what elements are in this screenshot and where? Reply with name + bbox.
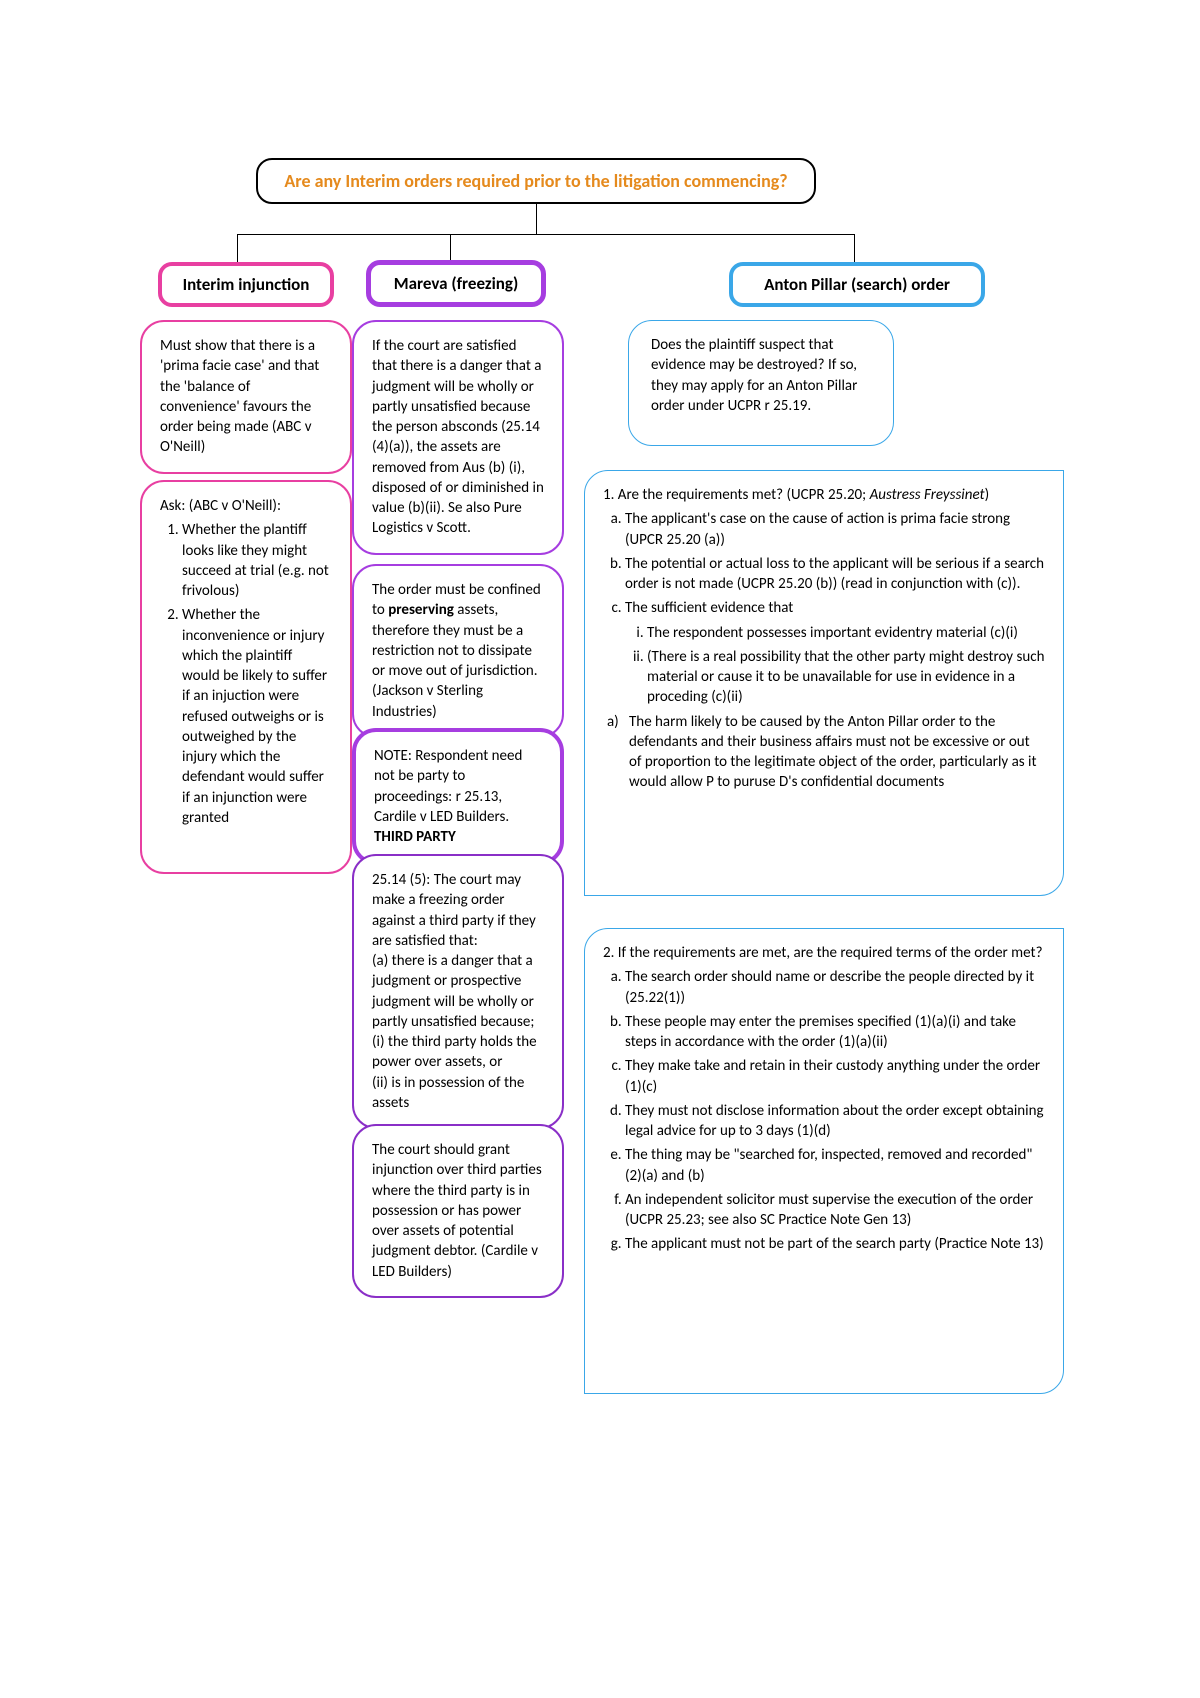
list-item: An independent solicitor must supervise … <box>625 1190 1045 1231</box>
col3-box2: 1. Are the requirements met? (UCPR 25.20… <box>584 470 1064 896</box>
list-item-text: The sufficient evidence that <box>625 599 793 617</box>
col2-box1-text: If the court are satisfied that there is… <box>372 337 544 537</box>
list-item: The sufficient evidence that The respond… <box>625 598 1045 707</box>
col2-box1: If the court are satisfied that there is… <box>352 320 564 555</box>
col3-box2-tail: a) The harm likely to be caused by the A… <box>603 712 1045 793</box>
tail-text: The harm likely to be caused by the Anto… <box>629 712 1045 793</box>
col2-box5: The court should grant injunction over t… <box>352 1124 564 1298</box>
connector <box>450 234 451 262</box>
col2-box3: NOTE: Respondent need not be party to pr… <box>352 728 564 865</box>
col1-box2-list: Whether the plantiff looks like they mig… <box>160 520 332 828</box>
list-item: The potential or actual loss to the appl… <box>625 554 1045 595</box>
intro-pre: 1. Are the requirements met? (UCPR 25.20… <box>603 486 870 504</box>
page: Are any Interim orders required prior to… <box>0 0 1200 1698</box>
col2-box4: 25.14 (5): The court may make a freezing… <box>352 854 564 1129</box>
list-item: The applicant must not be part of the se… <box>625 1234 1045 1254</box>
col3-box2-alpha: The applicant's case on the cause of act… <box>603 509 1045 707</box>
col2-header: Mareva (freezing) <box>366 260 546 307</box>
col1-box2: Ask: (ABC v O'Neill): Whether the planti… <box>140 480 352 874</box>
col2-box4-text: 25.14 (5): The court may make a freezing… <box>372 871 537 1112</box>
col3-header-text: Anton Pillar (search) order <box>764 274 950 295</box>
col3-box3-intro: 2. If the requirements are met, are the … <box>603 943 1045 963</box>
root-title: Are any Interim orders required prior to… <box>284 170 787 192</box>
col3-box1: Does the plaintiff suspect that evidence… <box>628 320 894 446</box>
col2-box3-bold: THIRD PARTY <box>374 828 456 846</box>
root-question: Are any Interim orders required prior to… <box>256 158 816 204</box>
list-item: The thing may be "searched for, inspecte… <box>625 1145 1045 1186</box>
col1-box1-text: Must show that there is a 'prima facie c… <box>160 337 319 456</box>
col3-box1-text: Does the plaintiff suspect that evidence… <box>651 336 857 415</box>
connector <box>854 234 855 262</box>
col1-box1: Must show that there is a 'prima facie c… <box>140 320 352 474</box>
col3-box2-roman: The respondent possesses important evide… <box>625 623 1045 708</box>
col3-box3-alpha: The search order should name or describe… <box>603 967 1045 1254</box>
connector <box>536 204 537 234</box>
intro-post: ) <box>985 486 990 504</box>
list-item: Whether the inconvenience or injury whic… <box>182 605 332 828</box>
col2-box3-pre: NOTE: Respondent need not be party to pr… <box>374 747 522 826</box>
list-item: The applicant's case on the cause of act… <box>625 509 1045 550</box>
col1-box2-intro: Ask: (ABC v O'Neill): <box>160 496 332 516</box>
col2-header-text: Mareva (freezing) <box>394 273 519 294</box>
col2-box2: The order must be confined to preserving… <box>352 564 564 738</box>
col1-header: Interim injunction <box>158 262 334 307</box>
intro-italic: Austress Freyssinet <box>870 486 985 504</box>
connector <box>237 234 854 235</box>
col3-header: Anton Pillar (search) order <box>729 262 985 307</box>
col1-header-text: Interim injunction <box>183 274 310 295</box>
list-item: These people may enter the premises spec… <box>625 1012 1045 1053</box>
col2-box2-bold: preserving <box>388 601 454 619</box>
col3-box3: 2. If the requirements are met, are the … <box>584 928 1064 1394</box>
col2-box5-text: The court should grant injunction over t… <box>372 1141 542 1281</box>
list-item: The respondent possesses important evide… <box>647 623 1045 643</box>
list-item: (There is a real possibility that the ot… <box>647 647 1045 708</box>
connector <box>237 234 238 262</box>
list-item: They make take and retain in their custo… <box>625 1056 1045 1097</box>
col3-box2-intro: 1. Are the requirements met? (UCPR 25.20… <box>603 485 1045 505</box>
list-item: They must not disclose information about… <box>625 1101 1045 1142</box>
list-item: Whether the plantiff looks like they mig… <box>182 520 332 601</box>
list-item: The search order should name or describe… <box>625 967 1045 1008</box>
tail-label: a) <box>607 712 629 793</box>
